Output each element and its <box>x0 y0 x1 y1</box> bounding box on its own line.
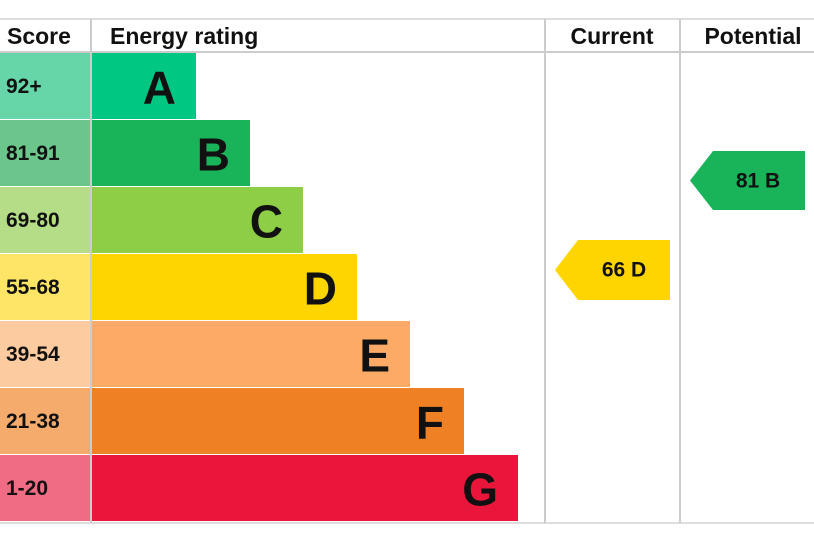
current-label: 66 D <box>602 259 646 282</box>
score-label: 69-80 <box>6 209 60 232</box>
rating-letter: D <box>304 263 337 315</box>
rating-bar <box>92 120 250 186</box>
header-score: Score <box>7 23 71 49</box>
score-cell <box>0 321 90 387</box>
score-cell <box>0 120 90 186</box>
rating-bar <box>92 53 196 119</box>
rating-letter: C <box>250 196 283 248</box>
score-label: 21-38 <box>6 410 60 433</box>
score-cell <box>0 254 90 320</box>
rating-letter: F <box>416 397 444 449</box>
score-cell <box>0 53 90 119</box>
score-cell <box>0 187 90 253</box>
score-cell <box>0 388 90 454</box>
current-arrow <box>555 240 670 300</box>
score-label: 55-68 <box>6 276 60 299</box>
rating-bar <box>92 187 303 253</box>
rating-letter: E <box>359 330 390 382</box>
score-cell <box>0 455 90 521</box>
rating-bar <box>92 455 518 521</box>
score-label: 1-20 <box>6 477 48 500</box>
rating-bar <box>92 321 410 387</box>
score-label: 39-54 <box>6 343 60 366</box>
potential-arrow <box>690 151 805 210</box>
potential-label: 81 B <box>736 170 780 193</box>
header-potential: Potential <box>704 23 801 49</box>
header-energy-rating: Energy rating <box>110 23 258 49</box>
rating-bar <box>92 388 464 454</box>
header-current: Current <box>570 23 653 49</box>
rating-letter: B <box>197 129 230 181</box>
score-label: 92+ <box>6 75 42 98</box>
rating-letter: G <box>462 464 498 516</box>
rating-bar <box>92 254 357 320</box>
rating-letter: A <box>143 62 176 114</box>
score-label: 81-91 <box>6 142 60 165</box>
